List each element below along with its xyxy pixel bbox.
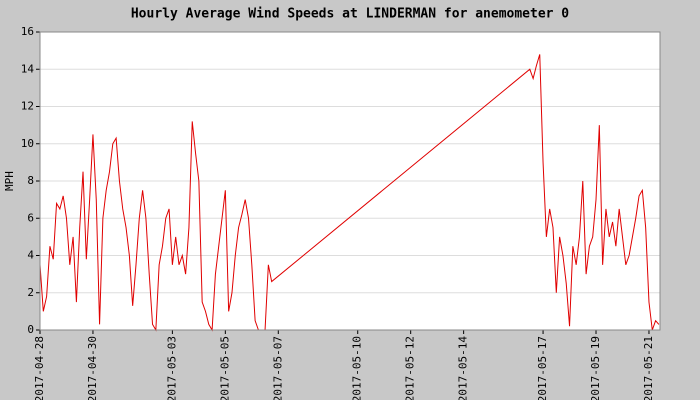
y-tick-label: 0 <box>27 323 34 336</box>
y-tick-label: 2 <box>27 286 34 299</box>
y-tick-label: 12 <box>21 100 34 113</box>
x-tick-label: 2017-05-07 <box>271 336 284 400</box>
y-tick-label: 8 <box>27 174 34 187</box>
x-tick-label: 2017-04-28 <box>33 336 46 400</box>
plot-border <box>39 31 661 331</box>
y-tick-label: 4 <box>27 249 34 262</box>
y-axis-label: MPH <box>3 171 16 191</box>
x-tick-label: 2017-05-12 <box>404 336 417 400</box>
x-tick-label: 2017-05-03 <box>165 336 178 400</box>
x-tick-label: 2017-05-19 <box>589 336 602 400</box>
y-tick-label: 10 <box>21 137 34 150</box>
y-tick-label: 6 <box>27 211 34 224</box>
data-line <box>39 54 660 332</box>
x-tick-label: 2017-05-21 <box>642 336 655 400</box>
y-tick-label: 14 <box>21 62 35 75</box>
x-tick-label: 2017-05-14 <box>457 336 470 400</box>
y-tick-label: 16 <box>21 25 34 38</box>
x-tick-label: 2017-05-05 <box>218 336 231 400</box>
chart-title: Hourly Average Wind Speeds at LINDERMAN … <box>131 7 569 22</box>
x-tick-label: 2017-04-30 <box>86 336 99 400</box>
x-tick-label: 2017-05-10 <box>351 336 364 400</box>
x-tick-label: 2017-05-17 <box>536 336 549 400</box>
